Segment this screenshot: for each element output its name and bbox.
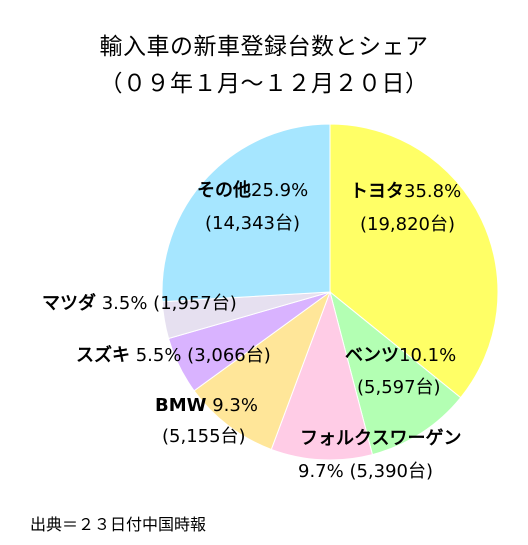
slice-label-percent: 25.9%: [251, 180, 308, 201]
slice-label-units: (1,957台): [147, 293, 236, 314]
slice-label-1: ベンツ10.1%: [345, 345, 456, 366]
slice-label-name: その他: [197, 179, 251, 201]
slice-label-units-1: (5,597台): [357, 377, 441, 398]
pie-slice-1: [329, 290, 462, 456]
slice-label-name: スズキ: [76, 344, 130, 366]
pie-slice-3: [193, 290, 332, 451]
slice-label-percent: 35.8%: [404, 181, 461, 202]
slice-label-name: トヨタ: [350, 181, 404, 202]
slice-label-name: ベンツ: [345, 345, 399, 366]
slice-label-0: トヨタ35.8%: [350, 181, 461, 202]
slice-label-units: (3,066台): [181, 345, 270, 366]
slice-label-percent: 5.5%: [130, 345, 181, 366]
pie-labels: トヨタ35.8% (19,820台) ベンツ10.1% (5,597台) フォルクスワー…: [42, 179, 461, 482]
slice-label-name: フォルクスワーゲン: [300, 427, 461, 449]
slice-label-percent: 9.3%: [207, 395, 258, 416]
pie-slice-2: [270, 290, 374, 461]
slice-label-percent: 10.1%: [399, 345, 456, 366]
pie-slice-0: [329, 123, 499, 399]
pie-slices: [161, 123, 499, 461]
source-note: 出典＝２３日付中国時報: [30, 515, 206, 534]
slice-label-units-3: (5,155台): [162, 426, 246, 447]
slice-label-3: BMW 9.3%: [155, 395, 258, 416]
slice-label-units-6: (14,343台): [205, 213, 300, 234]
chart-subtitle: （０９年１月～１２月２０日）: [100, 71, 429, 97]
pie-slice-6: [161, 123, 331, 303]
slice-label-units-2: 9.7% (5,390台): [298, 461, 433, 482]
slice-label-units-0: (19,820台): [360, 214, 455, 235]
slice-label-percent: 3.5%: [96, 293, 147, 314]
slice-label-2: フォルクスワーゲン: [300, 427, 461, 449]
slice-label-4: スズキ 5.5% (3,066台): [76, 344, 271, 366]
slice-label-name: BMW: [155, 395, 207, 416]
slice-label-name: マツダ: [42, 292, 96, 314]
chart-title: 輸入車の新車登録台数とシェア: [100, 34, 429, 60]
slice-label-5: マツダ 3.5% (1,957台): [42, 292, 237, 314]
slice-label-6: その他25.9%: [197, 179, 308, 201]
